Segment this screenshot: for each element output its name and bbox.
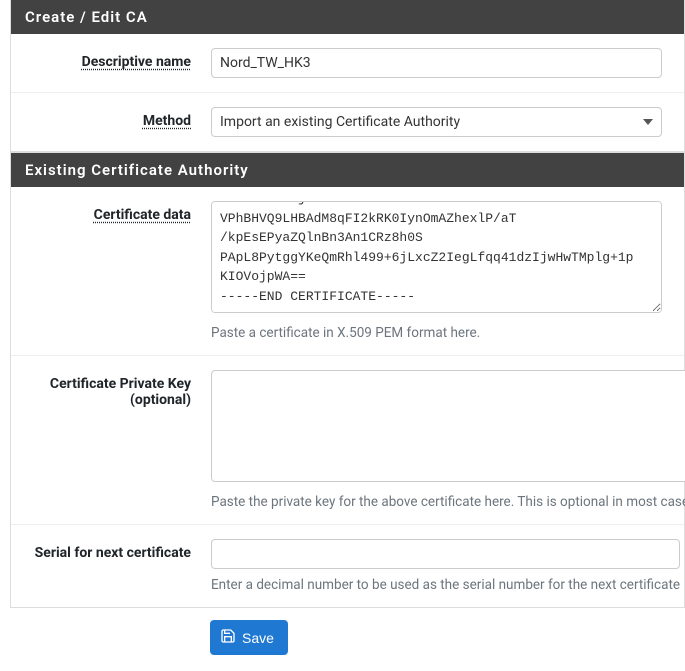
row-method: Method Import an existing Certificate Au… <box>11 93 684 151</box>
serial-label: Serial for next certificate <box>11 539 211 561</box>
row-serial: Serial for next certificate Enter a deci… <box>11 525 684 607</box>
save-row: Save <box>0 608 685 671</box>
existing-ca-panel: Existing Certificate Authority Certifica… <box>10 152 685 608</box>
panel-title-existing: Existing Certificate Authority <box>11 153 684 187</box>
row-certificate-key: Certificate Private Key (optional) Paste… <box>11 356 684 525</box>
create-edit-ca-panel: Create / Edit CA Descriptive name Method… <box>10 0 685 152</box>
row-certificate-data: Certificate data Paste a certificate in … <box>11 187 684 356</box>
method-label: Method <box>11 107 211 129</box>
certificate-data-help: Paste a certificate in X.509 PEM format … <box>211 325 662 341</box>
row-descriptive-name: Descriptive name <box>11 34 684 93</box>
serial-input[interactable] <box>211 539 680 569</box>
certificate-data-textarea[interactable] <box>211 201 662 313</box>
certificate-key-help: Paste the private key for the above cert… <box>211 494 685 510</box>
certificate-key-label: Certificate Private Key (optional) <box>11 370 211 408</box>
panel-title-create: Create / Edit CA <box>11 0 684 34</box>
save-icon <box>220 628 236 647</box>
descriptive-name-label: Descriptive name <box>11 48 211 70</box>
descriptive-name-input[interactable] <box>211 48 662 78</box>
serial-help: Enter a decimal number to be used as the… <box>211 577 680 593</box>
method-select[interactable]: Import an existing Certificate Authority <box>211 107 662 137</box>
certificate-key-textarea[interactable] <box>211 370 685 482</box>
save-button-label: Save <box>242 630 274 646</box>
certificate-data-label: Certificate data <box>11 201 211 223</box>
save-button[interactable]: Save <box>210 620 288 655</box>
